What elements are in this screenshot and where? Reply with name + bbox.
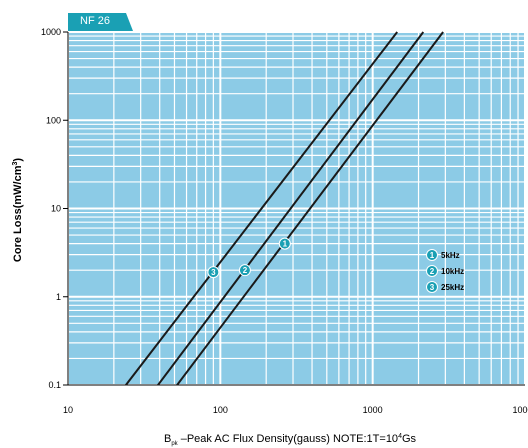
series-marker [278,237,291,250]
x-tick-label: 1000 [363,405,383,415]
series-marker [238,264,251,277]
series-marker [207,266,220,279]
y-axis-label: Core Loss(mW/cm3) [12,158,24,262]
y-tick-label: 0.1 [48,380,61,390]
legend-label: 25kHz [441,283,464,292]
series-markers: 1 2 3 [207,237,291,279]
series-marker-number: 1 [283,240,288,249]
series-lines [125,31,444,386]
material-tag-background [68,13,133,31]
legend-marker [426,249,438,261]
y-tick-label: 1 [56,292,61,302]
legend-marker-number: 3 [430,283,435,292]
x-axis-label: Bpk –Peak AC Flux Density(gauss) NOTE:1T… [164,433,417,447]
legend-marker [426,265,438,277]
x-tick-label: 100 [213,405,228,415]
material-tag-label: NF 26 [80,15,110,27]
series-line [157,31,425,386]
legend: 1 5kHz 2 10kHz 3 25kHz [426,249,464,293]
x-tick-label: 10000 [512,405,528,415]
series-marker-number: 3 [211,268,216,277]
legend-marker-number: 2 [430,267,435,276]
y-tick-label: 10 [51,204,61,214]
axes: 0.1 1 10 100 1000 10 100 1000 10000 [41,27,528,415]
series-line [125,31,398,386]
series-line [176,31,444,386]
material-tag: NF 26 [68,13,133,31]
legend-label: 5kHz [441,251,460,260]
y-tick-label: 100 [46,115,61,125]
x-tick-label: 10 [63,405,73,415]
y-tick-label: 1000 [41,27,61,37]
legend-marker-number: 1 [430,251,435,260]
series-marker-number: 2 [243,266,248,275]
legend-label: 10kHz [441,267,464,276]
legend-marker [426,281,438,293]
